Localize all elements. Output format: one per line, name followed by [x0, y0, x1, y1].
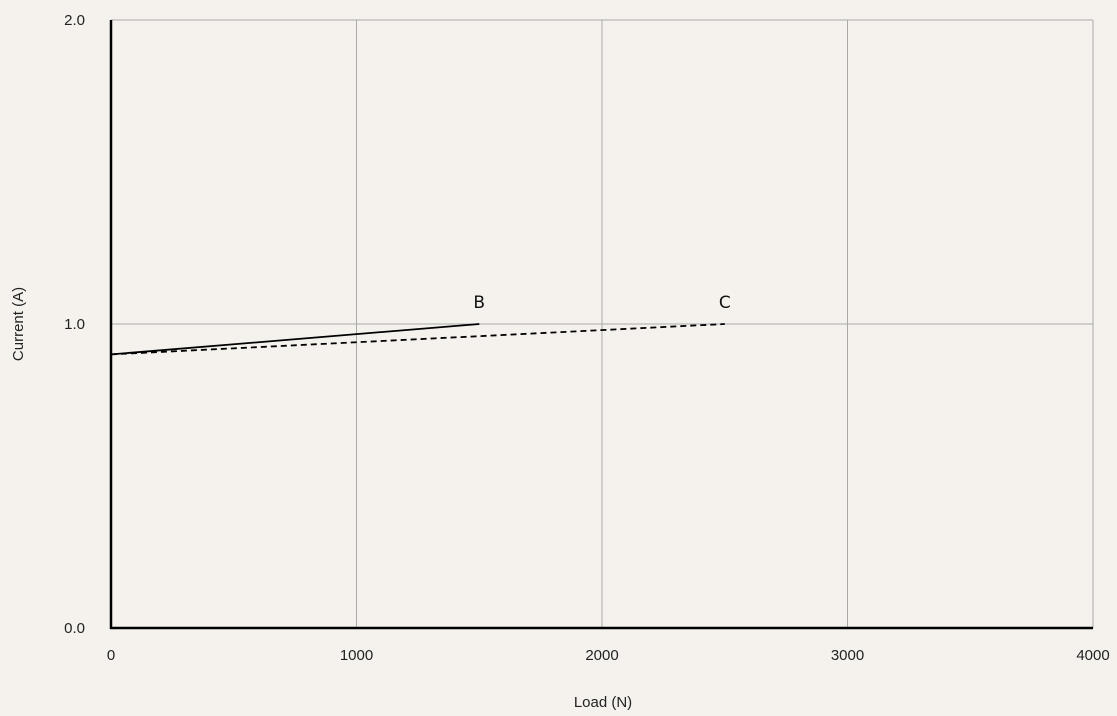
- x-tick-label-1000: 1000: [340, 647, 373, 664]
- series-label-c: C: [719, 293, 731, 313]
- y-tick-label-2.0: 2.0: [64, 12, 85, 29]
- series-lines: [110, 323, 725, 356]
- y-axis-title: Current (A): [10, 287, 27, 361]
- labels: 0 1000 2000 3000 4000 0.0 1.0 2.0 B C: [64, 12, 1110, 664]
- series-line-c: [110, 323, 725, 356]
- series-line-b: [110, 323, 480, 356]
- series-label-b: B: [473, 293, 485, 313]
- y-tick-label-1.0: 1.0: [64, 316, 85, 333]
- x-tick-label-2000: 2000: [585, 647, 618, 664]
- y-tick-label-0.0: 0.0: [64, 620, 85, 637]
- x-tick-label-4000: 4000: [1076, 647, 1109, 664]
- x-axis-title: Load (N): [574, 694, 632, 711]
- x-tick-label-3000: 3000: [831, 647, 864, 664]
- gridlines: [111, 19, 1094, 628]
- x-tick-label-0: 0: [107, 647, 115, 664]
- axes: [109, 20, 1093, 630]
